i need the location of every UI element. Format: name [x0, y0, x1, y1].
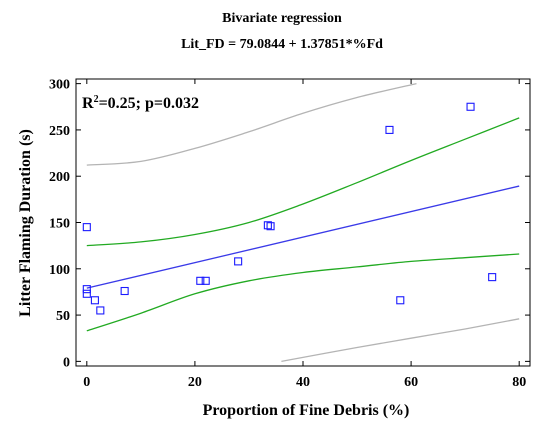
- data-point: [263, 221, 272, 230]
- data-point: [82, 289, 91, 298]
- data-point: [120, 286, 129, 296]
- curves-group: [86, 82, 520, 363]
- y-tick-label: 50: [56, 309, 70, 324]
- data-point: [82, 223, 91, 232]
- x-tick-label: 60: [404, 375, 418, 390]
- plot-area: 0 20 40 60 80 0 50 100 150 200 250 300: [49, 78, 531, 390]
- y-tick-label: 150: [49, 217, 70, 232]
- data-point: [266, 222, 275, 231]
- data-point: [201, 276, 210, 285]
- data-point: [90, 296, 99, 305]
- y-tick-label: 300: [49, 78, 70, 93]
- data-point: [96, 306, 105, 315]
- x-axis-label: Proportion of Fine Debris (%): [203, 402, 410, 419]
- data-point: [488, 273, 497, 282]
- data-point: [234, 257, 243, 266]
- prediction-band-lower: [281, 318, 520, 363]
- r2-annotation: R2=0.25; p=0.032: [82, 94, 199, 112]
- data-point: [82, 285, 91, 294]
- r2-annotation-prefix: R: [82, 95, 94, 112]
- x-tick-label: 20: [188, 375, 202, 390]
- y-tick-label: 250: [49, 124, 70, 139]
- y-tick-label: 100: [49, 263, 70, 278]
- chart-subtitle: Lit_FD = 79.0844 + 1.37851*%Fd: [181, 37, 383, 52]
- data-point: [466, 102, 475, 111]
- regression-line: [86, 185, 520, 289]
- confidence-band-upper: [86, 117, 520, 247]
- chart-title: Bivariate regression: [222, 11, 342, 26]
- prediction-band-upper: [86, 82, 417, 166]
- x-tick-label: 40: [296, 375, 310, 390]
- plot-frame: [75, 78, 531, 367]
- confidence-band-lower: [86, 253, 520, 332]
- y-tick-label: 200: [49, 170, 70, 185]
- y-tick-label: 0: [63, 355, 70, 370]
- x-tick-label: 0: [83, 375, 90, 390]
- r2-annotation-suffix: =0.25; p=0.032: [99, 95, 199, 112]
- data-point: [196, 276, 205, 285]
- data-point: [385, 125, 394, 134]
- r2-annotation-sup: 2: [94, 94, 99, 105]
- x-tick-label: 80: [512, 375, 526, 390]
- data-point: [396, 296, 405, 305]
- y-axis-label: Litter Flaming Duration (s): [17, 129, 34, 317]
